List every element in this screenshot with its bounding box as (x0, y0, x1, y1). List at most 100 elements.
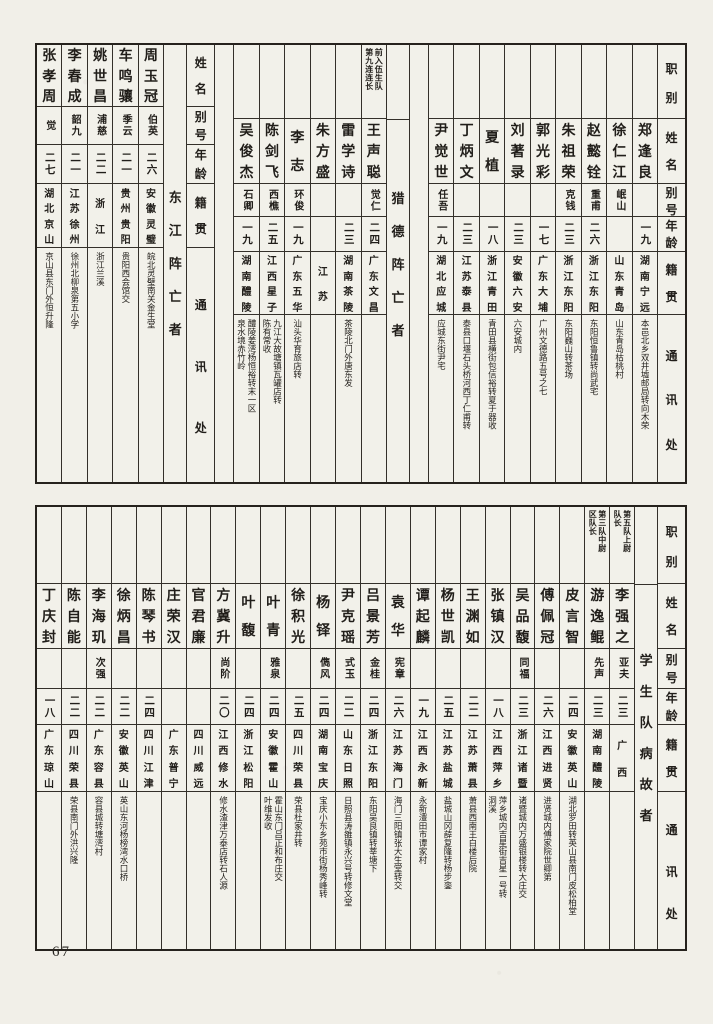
address-cell: 泰县口堰石头桥河西丁仁甫转 (454, 315, 478, 482)
origin-cell: 江西星子 (259, 252, 285, 315)
name-text: 尹克瑶 (336, 584, 360, 648)
alias-cell: 浦慈 (87, 107, 113, 145)
origin-text: 湖南醴陵 (234, 252, 258, 314)
origin-char: 新 (417, 778, 428, 790)
origin-text: 江西星子 (260, 252, 284, 314)
name-char: 朱 (561, 124, 576, 139)
origin-cell: 江西萍乡 (485, 725, 510, 792)
address-text: 宝庆小东乡苑市街杨秀峰转 (318, 796, 329, 898)
name-cell: 叶青 (261, 584, 286, 649)
name-cell: 袁华 (385, 584, 410, 649)
origin-cell: 安徽英山 (560, 725, 585, 792)
origin-char: 进 (542, 762, 553, 774)
section-label-char: 东 (168, 190, 182, 205)
address-text: 东阳巍山转茶场 (563, 319, 574, 379)
address-text: 盐城山冈薛复隆转杨步銮 (442, 796, 453, 890)
section-label-char: 阵 (168, 256, 182, 271)
person-column: 夏植一八浙江青田青田县横街包信裕转夏于器收 (478, 45, 505, 482)
address-cell: 进贤城内傅家院世卿第 (535, 792, 559, 949)
alias-cell: 儁风 (311, 649, 336, 689)
age-cell (161, 689, 186, 725)
name-cell: 郑逢良 (632, 119, 658, 184)
name-text: 陈琴书 (137, 584, 161, 648)
address-cell: 山东青岛枯桃村 (607, 315, 631, 482)
duty-cell (37, 507, 61, 584)
origin-char: 安 (512, 256, 523, 268)
origin-char: 大 (538, 287, 549, 299)
origin-char: 京 (44, 219, 55, 231)
origin-cell: 湖南醴陵 (234, 252, 259, 315)
age-cell (607, 217, 632, 252)
name-text: 周玉冠 (139, 45, 163, 106)
alias-cell (61, 649, 86, 689)
duty-cell (360, 507, 385, 584)
field-label-char: 号 (665, 671, 678, 686)
origin-cell: 浙江东阳 (581, 252, 607, 315)
origin-char: 东 (538, 271, 549, 283)
name-text: 叶馥 (236, 584, 260, 648)
field-label: 通讯处 (659, 319, 684, 480)
origin-char: 四 (293, 730, 304, 742)
age-cell: 二四 (261, 689, 286, 725)
address-cell: 荣县南门外洪兴隆 (62, 792, 86, 949)
origin-char: 璧 (146, 235, 157, 247)
alias-text: 先声 (591, 657, 603, 680)
name-char: 彩 (536, 166, 551, 181)
origin-cell: 广东普宁 (161, 725, 186, 792)
name-cell: 李志 (285, 119, 310, 184)
name-char: 郭 (536, 124, 551, 139)
origin-char: 广 (168, 730, 179, 742)
page-number: 67 (52, 944, 71, 960)
name-text: 谭起麟 (411, 584, 435, 648)
name-text: 吕景芳 (361, 584, 385, 648)
address-text: 贵阳西会馆交 (120, 252, 131, 303)
field-label-char: 处 (665, 907, 678, 921)
age-cell: 二五 (259, 217, 285, 252)
origin-char: 广 (368, 256, 379, 268)
age-cell: 二六 (535, 689, 560, 725)
address-text: 诸暨城内万盛银楼转大庄交 (517, 796, 528, 898)
duty-cell (259, 45, 285, 119)
name-cell: 张镇汉 (485, 584, 510, 649)
origin-char: 广 (292, 256, 303, 268)
address-cell: 日照县涛雒镇永兴号转修文堂 (336, 792, 360, 949)
person-column: 陈剑飞西樵 二五江西星子九江大故塘镇瓦罐店转 陈有常收 (258, 45, 285, 482)
name-text: 吴俊杰 (234, 119, 258, 183)
origin-text: 湖南茶陵 (336, 252, 360, 314)
person-column: 张镇汉一八江西萍乡萍乡城内吉星街吉星一号转 洞溪 (484, 507, 510, 949)
name-cell: 吕景芳 (360, 584, 385, 649)
alias-cell: 重甫 (581, 184, 607, 217)
origin-char: 乡 (492, 778, 503, 790)
origin-cell: 广东文昌 (361, 252, 386, 315)
origin-char: 西 (417, 746, 428, 758)
name-char: 海 (91, 610, 106, 625)
origin-text: 湖南醴陵 (585, 725, 609, 791)
origin-char: 湖 (592, 730, 603, 742)
field-label-char: 年 (194, 148, 207, 163)
person-column: 方冀升尚阶 二〇江西修水修水渣津万泰店转石人源 (210, 507, 236, 949)
person-column: 庄荣汉广东普宁 (160, 507, 186, 949)
alias-cell: 次强 (86, 649, 111, 689)
person-column: 姚世昌浦慈 二二浙江浙江兰溪 (86, 45, 113, 482)
origin-char: 东 (588, 287, 599, 299)
duty-cell: 前入伍生队 第九连连长 (361, 45, 386, 119)
alias-text: 伯英 (145, 114, 157, 137)
name-cell: 刘著录 (505, 119, 530, 184)
origin-text: 湖北京山 (37, 184, 61, 247)
section-label-char: 亡 (391, 290, 405, 305)
age-text: 二六 (541, 694, 553, 719)
name-char: 玉 (144, 69, 159, 85)
name-char: 起 (415, 610, 430, 625)
address-cell: 盐城山冈薛复隆转杨步銮 (436, 792, 460, 949)
field-label-cell: 籍贯 (658, 252, 686, 315)
origin-char: 安 (567, 730, 578, 742)
alias-cell (286, 649, 311, 689)
age-cell: 二〇 (211, 689, 236, 725)
origin-cell: 江苏盐城 (435, 725, 460, 792)
name-char: 昌 (116, 631, 131, 646)
duty-row-segment (635, 507, 658, 585)
field-label-cell: 姓名 (658, 584, 686, 649)
age-text: 二六 (588, 222, 600, 246)
origin-char: 东 (292, 271, 303, 283)
name-char: 声 (366, 145, 381, 160)
